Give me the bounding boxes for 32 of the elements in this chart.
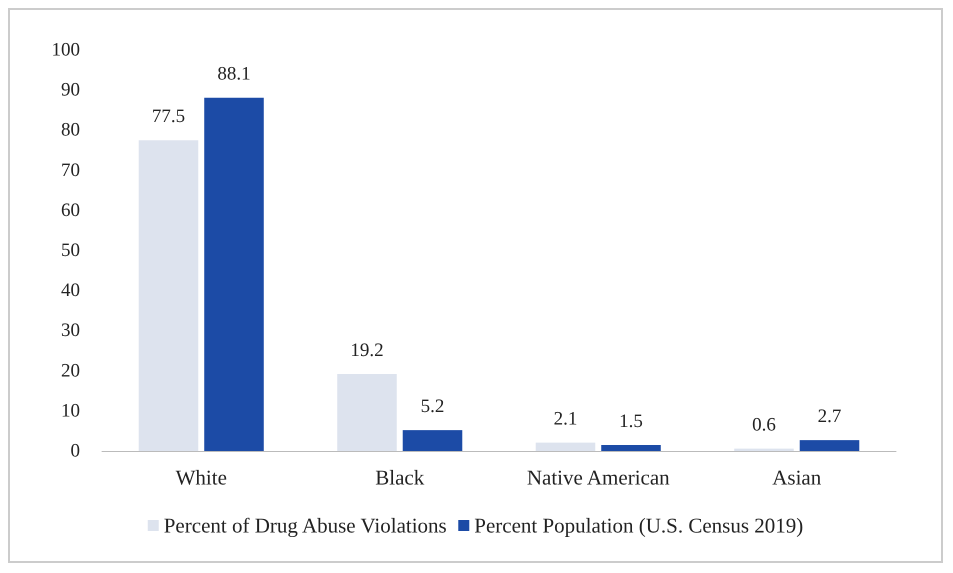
bar — [337, 374, 397, 451]
bar — [536, 442, 596, 451]
y-tick-label: 60 — [61, 200, 80, 221]
y-tick-label: 10 — [61, 400, 80, 422]
y-tick-label: 100 — [52, 40, 80, 60]
x-tick-label: Asian — [772, 466, 822, 490]
y-tick-label: 50 — [61, 240, 80, 261]
data-label: 2.7 — [818, 406, 842, 428]
data-label: 0.6 — [752, 414, 776, 436]
y-tick-label: 30 — [61, 320, 80, 342]
data-label: 77.5 — [152, 106, 186, 128]
y-tick-label: 20 — [61, 360, 80, 382]
bar — [601, 444, 661, 451]
data-label: 5.2 — [420, 396, 444, 418]
x-tick-label: White — [176, 466, 227, 490]
data-label: 19.2 — [350, 340, 384, 362]
bar — [800, 440, 860, 451]
x-tick-label: Native American — [526, 466, 670, 490]
legend-label: Percent of Drug Abuse Violations — [164, 514, 447, 538]
bar — [204, 98, 264, 451]
data-label: 2.1 — [554, 408, 578, 430]
y-tick-label: 40 — [61, 280, 80, 302]
data-label: 1.5 — [619, 410, 643, 432]
y-tick-label: 0 — [70, 440, 80, 462]
y-tick-label: 90 — [61, 80, 80, 101]
y-tick-label: 80 — [61, 120, 80, 141]
y-tick-label: 70 — [61, 160, 80, 181]
bar — [402, 430, 462, 451]
bar — [138, 140, 198, 451]
data-label: 88.1 — [217, 64, 251, 85]
x-tick-label: Black — [375, 466, 425, 490]
legend-label: Percent Population (U.S. Census 2019) — [474, 514, 804, 538]
